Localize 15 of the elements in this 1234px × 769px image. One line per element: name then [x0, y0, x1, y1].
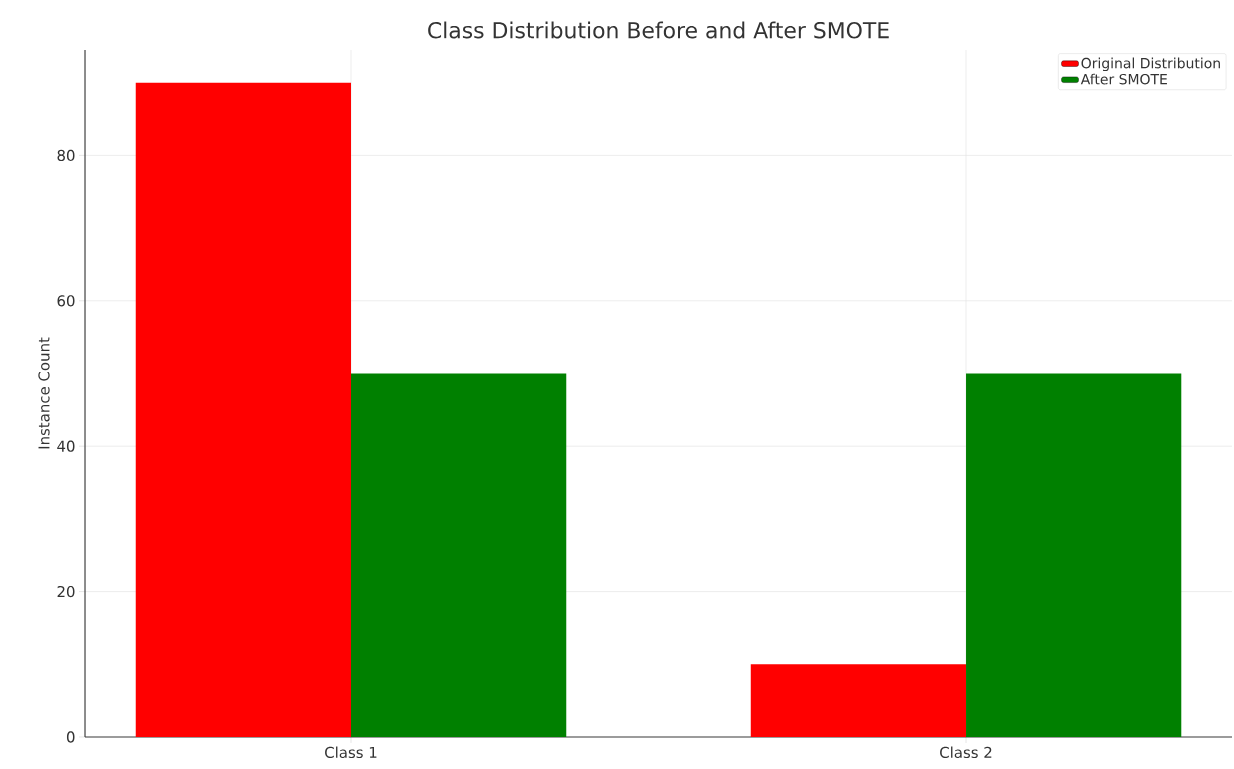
bar [750, 664, 967, 737]
legend-label: Original Distribution [1081, 57, 1220, 72]
bar [966, 373, 1182, 737]
chart-title: Class Distribution Before and After SMOTE [428, 21, 889, 39]
y-tick-label: 80 [57, 149, 75, 162]
x-tick-label: Class 1 [325, 746, 377, 759]
y-tick-label: 0 [66, 731, 75, 743]
y-axis-title: Instance Count [38, 337, 50, 449]
x-tick-label: Class 2 [940, 746, 992, 759]
y-tick-label: 40 [57, 440, 75, 452]
y-tick-label: 20 [57, 585, 75, 598]
bar [351, 373, 567, 737]
legend-label: After SMOTE [1080, 73, 1167, 85]
bar [135, 82, 352, 737]
y-tick-label: 60 [57, 295, 75, 307]
